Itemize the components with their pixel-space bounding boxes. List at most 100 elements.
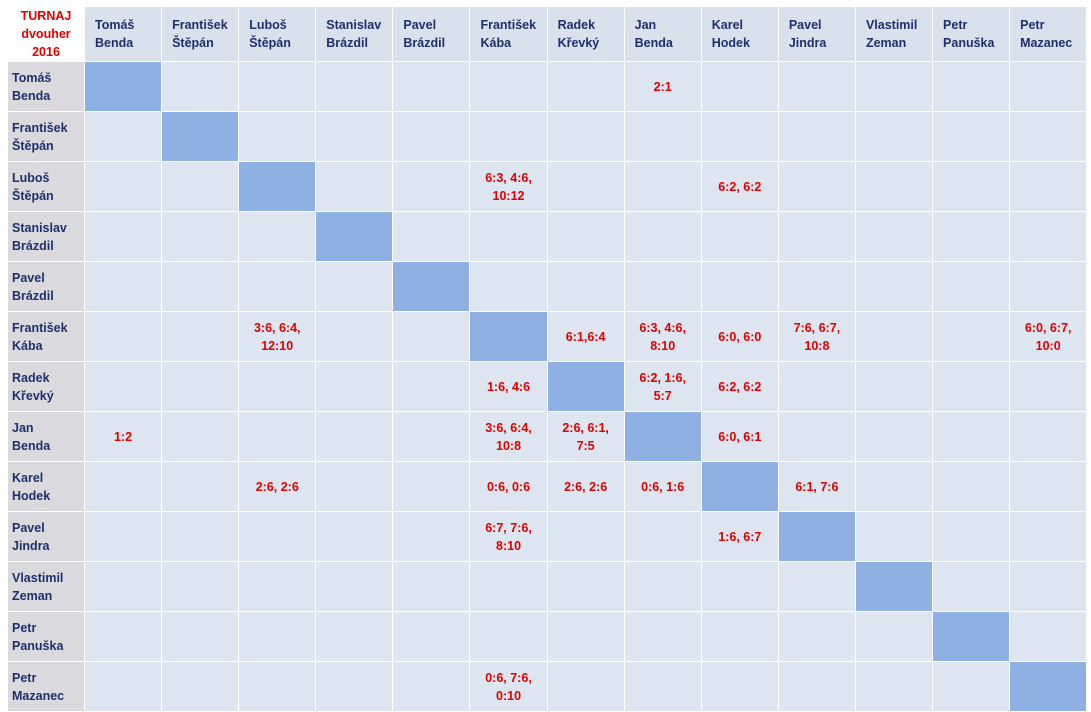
result-cell xyxy=(932,261,1011,312)
player-last-name: Mazanec xyxy=(12,688,65,703)
result-cell: 1:6, 6:7 xyxy=(700,511,779,562)
result-cell xyxy=(623,111,702,162)
diagonal-cell xyxy=(392,261,471,312)
result-cell xyxy=(315,611,394,662)
player-last-name: Panuška xyxy=(943,36,995,50)
table-row: Vlastimil Zeman xyxy=(7,561,1088,612)
player-last-name: Hodek xyxy=(711,36,750,50)
result-cell xyxy=(1009,61,1088,112)
tournament-title: TURNAJ dvouher 2016 xyxy=(7,6,85,62)
result-cell xyxy=(546,261,625,312)
result-cell: 2:1 xyxy=(623,61,702,112)
player-last-name: Benda xyxy=(95,36,134,50)
player-last-name: Štěpán xyxy=(12,138,54,153)
result-cell xyxy=(392,561,471,612)
result-cell xyxy=(392,211,471,262)
table-row: Luboš Štěpán 6:3, 4:6, 10:12 6:2, 6:2 xyxy=(7,161,1088,212)
result-cell: 3:6, 6:4, 12:10 xyxy=(238,311,317,362)
match-score: 0:6, 0:6 xyxy=(486,479,531,494)
table-row: Pavel Jindra 6:7, 7:6, 8:10 1:6, 6:7 xyxy=(7,511,1088,562)
match-score: 2:6, 2:6 xyxy=(564,479,608,494)
match-score: 2:6, 6:1, 7:5 xyxy=(562,420,609,453)
player-last-name: Jindra xyxy=(788,36,827,50)
player-first-name: Jan xyxy=(634,18,657,32)
player-first-name: Tomáš xyxy=(95,18,135,32)
result-cell: 1:6, 4:6 xyxy=(469,361,548,412)
match-score: 6:2, 1:6, 5:7 xyxy=(639,370,686,403)
result-cell xyxy=(161,411,240,462)
match-score: 6:3, 4:6, 8:10 xyxy=(639,320,686,353)
row-header-player-7: Radek Křevký xyxy=(7,361,85,412)
result-cell xyxy=(315,411,394,462)
player-last-name: Brázdil xyxy=(12,288,54,303)
result-cell xyxy=(238,211,317,262)
player-last-name: Benda xyxy=(12,438,51,453)
result-cell: 0:6, 7:6, 0:10 xyxy=(469,661,548,712)
result-cell xyxy=(777,561,856,612)
result-cell xyxy=(546,161,625,212)
result-cell xyxy=(700,561,779,612)
match-score: 6:2, 6:2 xyxy=(718,379,762,394)
match-score: 6:0, 6:7, 10:0 xyxy=(1024,320,1072,353)
row-header-player-3: Luboš Štěpán xyxy=(7,161,85,212)
result-cell: 6:2, 1:6, 5:7 xyxy=(623,361,702,412)
player-last-name: Kába xyxy=(480,36,512,50)
diagonal-cell xyxy=(315,211,394,262)
title-line-3: 2016 xyxy=(32,45,60,59)
result-cell xyxy=(1009,161,1088,212)
result-cell xyxy=(854,311,934,362)
result-cell xyxy=(932,211,1011,262)
table-row: Tomáš Benda 2:1 xyxy=(7,61,1088,112)
result-cell xyxy=(546,611,625,662)
result-cell xyxy=(161,161,240,212)
result-cell xyxy=(238,661,317,712)
result-cell xyxy=(854,461,934,512)
result-cell: 6:2, 6:2 xyxy=(700,361,779,412)
result-cell: 6:1, 7:6 xyxy=(777,461,856,512)
result-cell xyxy=(83,211,163,262)
result-cell xyxy=(932,461,1011,512)
table-row: Stanislav Brázdil xyxy=(7,211,1088,262)
row-header-player-5: Pavel Brázdil xyxy=(7,261,85,312)
player-last-name: Jindra xyxy=(12,538,50,553)
player-last-name: Hodek xyxy=(12,488,51,503)
row-header-player-6: František Kába xyxy=(7,311,85,362)
row-header-player-12: Petr Panuška xyxy=(7,611,85,662)
table-row: Petr Panuška xyxy=(7,611,1088,662)
result-cell xyxy=(315,511,394,562)
result-cell xyxy=(546,211,625,262)
player-first-name: Pavel xyxy=(12,270,45,285)
row-header-player-2: František Štěpán xyxy=(7,111,85,162)
table-row: František Kába 3:6, 6:4, 12:10 6:1,6:4 6:3, … xyxy=(7,311,1088,362)
result-cell xyxy=(238,61,317,112)
result-cell xyxy=(83,511,163,562)
player-last-name: Zeman xyxy=(12,588,53,603)
player-first-name: František xyxy=(12,120,68,135)
result-cell xyxy=(777,411,856,462)
result-cell xyxy=(161,261,240,312)
column-header-player-3: Luboš Štěpán xyxy=(238,6,317,62)
match-score: 3:6, 6:4, 12:10 xyxy=(253,320,301,353)
result-cell xyxy=(932,561,1011,612)
result-cell xyxy=(854,411,934,462)
result-cell xyxy=(238,511,317,562)
result-cell xyxy=(700,111,779,162)
result-cell xyxy=(854,361,934,412)
match-score: 2:1 xyxy=(653,79,672,94)
player-first-name: Pavel xyxy=(12,520,45,535)
result-cell xyxy=(700,611,779,662)
result-cell xyxy=(315,561,394,612)
result-cell xyxy=(1009,561,1088,612)
result-cell: 6:3, 4:6, 10:12 xyxy=(469,161,548,212)
column-header-player-13: Petr Mazanec xyxy=(1009,6,1088,62)
match-score: 6:2, 6:2 xyxy=(718,179,762,194)
diagonal-cell xyxy=(546,361,625,412)
column-header-player-5: Pavel Brázdil xyxy=(392,6,471,62)
result-cell xyxy=(392,511,471,562)
result-cell xyxy=(392,61,471,112)
result-cell xyxy=(83,161,163,212)
result-cell xyxy=(161,611,240,662)
result-cell xyxy=(854,611,934,662)
match-score: 6:0, 6:0 xyxy=(718,329,762,344)
player-first-name: Petr xyxy=(12,620,37,635)
